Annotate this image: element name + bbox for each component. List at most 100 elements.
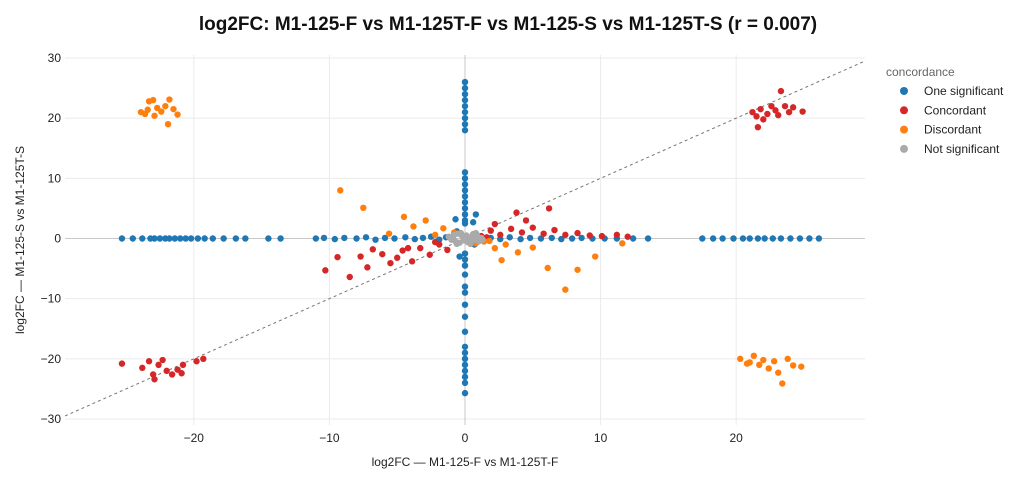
point-one-significant bbox=[461, 361, 469, 369]
point-one-significant bbox=[461, 379, 469, 387]
point-one-significant bbox=[456, 253, 463, 260]
point-concordant bbox=[757, 105, 764, 113]
point-discordant bbox=[746, 359, 753, 366]
point-one-significant bbox=[320, 234, 328, 242]
point-one-significant bbox=[761, 235, 768, 242]
point-one-significant bbox=[242, 235, 249, 242]
point-discordant bbox=[162, 102, 169, 110]
point-one-significant bbox=[777, 235, 785, 242]
point-one-significant bbox=[461, 96, 469, 104]
point-concordant bbox=[574, 229, 581, 237]
point-one-significant bbox=[139, 235, 146, 242]
point-one-significant bbox=[461, 102, 469, 110]
point-concordant bbox=[624, 233, 631, 240]
point-discordant bbox=[385, 230, 393, 237]
legend-swatch-not-significant bbox=[900, 144, 908, 153]
point-discordant bbox=[756, 361, 763, 369]
point-one-significant bbox=[461, 301, 469, 308]
point-discordant bbox=[529, 244, 536, 251]
point-concordant bbox=[781, 102, 789, 110]
point-one-significant bbox=[461, 187, 469, 194]
point-concordant bbox=[507, 225, 515, 233]
point-not-significant bbox=[472, 229, 480, 237]
point-one-significant bbox=[469, 219, 477, 226]
point-one-significant bbox=[578, 234, 585, 242]
point-concordant bbox=[753, 113, 760, 120]
point-concordant bbox=[387, 259, 394, 267]
point-one-significant bbox=[381, 234, 389, 242]
point-concordant bbox=[151, 376, 158, 383]
x-tick-label: −10 bbox=[319, 431, 340, 445]
y-tick-label: 10 bbox=[48, 171, 62, 185]
point-one-significant bbox=[719, 235, 726, 242]
y-axis-title: log2FC — M1-125-S vs M1-125T-S bbox=[13, 146, 27, 334]
point-one-significant bbox=[461, 373, 469, 381]
legend-swatch-one-significant bbox=[900, 87, 908, 95]
point-one-significant bbox=[201, 235, 208, 242]
point-one-significant bbox=[472, 211, 480, 218]
point-one-significant bbox=[461, 271, 469, 278]
point-one-significant bbox=[506, 234, 513, 241]
point-one-significant bbox=[739, 235, 747, 242]
point-concordant bbox=[322, 267, 329, 274]
point-one-significant bbox=[341, 234, 348, 242]
point-concordant bbox=[529, 224, 536, 231]
point-one-significant bbox=[461, 289, 469, 296]
point-one-significant bbox=[461, 199, 469, 206]
point-one-significant bbox=[461, 355, 469, 363]
point-concordant bbox=[586, 232, 593, 239]
point-one-significant bbox=[754, 235, 762, 242]
point-one-significant bbox=[331, 235, 339, 243]
point-one-significant bbox=[461, 78, 469, 86]
point-discordant bbox=[784, 355, 791, 363]
point-discordant bbox=[149, 96, 157, 104]
point-discordant bbox=[170, 105, 177, 113]
point-concordant bbox=[139, 364, 146, 372]
point-one-significant bbox=[461, 193, 469, 200]
chart-title: log2FC: M1-125-F vs M1-125T-F vs M1-125-… bbox=[199, 14, 817, 35]
point-concordant bbox=[598, 232, 606, 240]
point-concordant bbox=[444, 246, 451, 254]
point-discordant bbox=[619, 240, 626, 247]
legend-label-concordant: Concordant bbox=[924, 103, 987, 117]
x-tick-label: 20 bbox=[730, 431, 744, 445]
point-one-significant bbox=[411, 235, 419, 243]
point-discordant bbox=[491, 244, 499, 252]
point-one-significant bbox=[209, 235, 216, 242]
point-discordant bbox=[440, 225, 447, 232]
point-one-significant bbox=[156, 235, 164, 242]
point-one-significant bbox=[171, 235, 179, 242]
point-one-significant bbox=[461, 220, 469, 227]
point-one-significant bbox=[461, 349, 469, 357]
point-concordant bbox=[334, 253, 341, 261]
legend-label-discordant: Discordant bbox=[924, 123, 982, 137]
point-concordant bbox=[379, 250, 386, 258]
point-concordant bbox=[799, 108, 806, 115]
point-one-significant bbox=[182, 235, 189, 242]
point-concordant bbox=[179, 361, 187, 369]
x-axis-title: log2FC — M1-125-F vs M1-125T-F bbox=[372, 455, 559, 469]
point-one-significant bbox=[265, 235, 272, 242]
point-one-significant bbox=[391, 235, 398, 242]
point-concordant bbox=[768, 102, 775, 110]
point-discordant bbox=[486, 237, 493, 245]
point-discordant bbox=[574, 266, 581, 273]
point-not-significant bbox=[479, 236, 486, 243]
point-concordant bbox=[118, 360, 126, 367]
point-discordant bbox=[514, 249, 522, 256]
point-one-significant bbox=[277, 235, 284, 242]
point-concordant bbox=[777, 87, 785, 95]
point-concordant bbox=[431, 238, 439, 246]
point-one-significant bbox=[709, 235, 717, 242]
point-one-significant bbox=[461, 84, 469, 92]
point-one-significant bbox=[461, 181, 469, 188]
point-one-significant bbox=[362, 234, 370, 241]
legend-swatch-discordant bbox=[900, 125, 908, 134]
point-concordant bbox=[764, 110, 771, 118]
point-concordant bbox=[775, 111, 782, 119]
point-one-significant bbox=[461, 169, 469, 176]
ticks-layer: −20 −10 0 10 20 −30 −20 −10 0 10 20 30 bbox=[41, 51, 744, 445]
point-one-significant bbox=[461, 127, 469, 134]
point-concordant bbox=[540, 230, 547, 237]
